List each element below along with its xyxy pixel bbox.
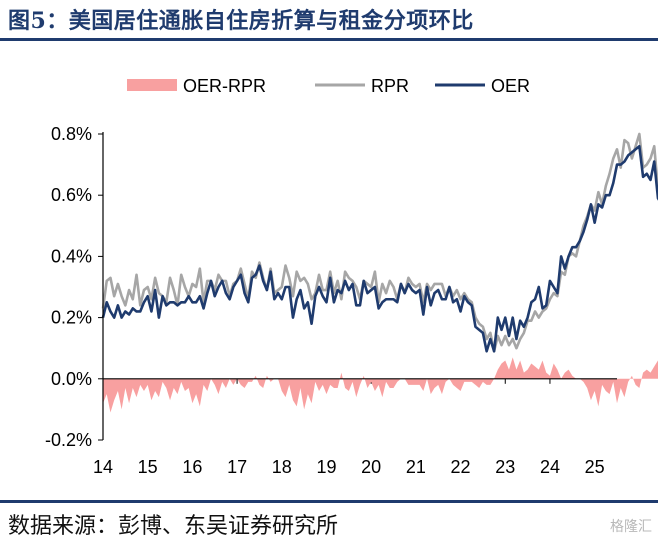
figure-title: 图5：美国居住通胀自住房折算与租金分项环比 [8, 8, 474, 34]
x-tick-label: 18 [272, 457, 292, 477]
y-tick-label: 0.8% [51, 124, 92, 144]
x-tick-label: 17 [227, 457, 247, 477]
series-rpr-line [101, 132, 658, 353]
x-tick-label: 22 [451, 457, 471, 477]
y-tick-label: 0.6% [51, 185, 92, 205]
x-tick-label: 19 [316, 457, 336, 477]
x-tick-label: 14 [93, 457, 113, 477]
legend-swatch-oer-rpr [127, 79, 177, 91]
x-tick-label: 21 [406, 457, 426, 477]
y-tick-label: 0.2% [51, 308, 92, 328]
y-tick-label: 0.4% [51, 246, 92, 266]
legend-label-oer: OER [491, 76, 530, 96]
x-axis-ticks: 14 15 16 17 18 19 20 21 22 23 24 25 [93, 378, 605, 477]
series-oer-rpr-area [103, 357, 658, 413]
y-axis-ticks: 0.8% 0.6% 0.4% 0.2% 0.0% -0.2% [45, 124, 103, 450]
x-tick-label: 16 [182, 457, 202, 477]
watermark: 格隆汇 [610, 519, 652, 535]
x-tick-label: 23 [495, 457, 515, 477]
legend-label-rpr: RPR [371, 76, 409, 96]
y-tick-label: -0.2% [45, 430, 92, 450]
x-tick-label: 25 [585, 457, 605, 477]
legend-label-oer-rpr: OER-RPR [183, 76, 266, 96]
x-tick-label: 20 [361, 457, 381, 477]
y-tick-label: 0.0% [51, 369, 92, 389]
axes [102, 132, 617, 440]
x-tick-label: 15 [138, 457, 158, 477]
series-oer-line [101, 144, 658, 353]
source-note: 数据来源：彭博、东吴证券研究所 [8, 514, 339, 539]
chart-legend: OER-RPR RPR OER [127, 76, 530, 96]
footer-rule [0, 500, 658, 503]
plot-area [101, 132, 658, 413]
x-tick-label: 24 [540, 457, 560, 477]
title-rule [0, 38, 658, 41]
